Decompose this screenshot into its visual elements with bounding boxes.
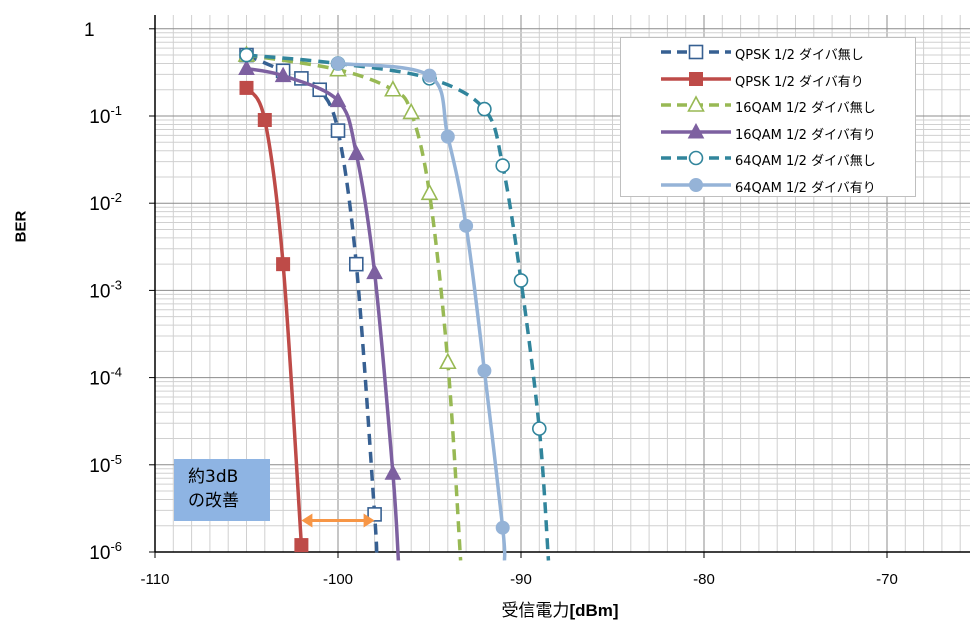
x-tick-label: -90 bbox=[510, 571, 532, 588]
legend-label: QPSK 1/2 ダイバ有り bbox=[735, 74, 864, 90]
data-point bbox=[276, 257, 291, 272]
data-point bbox=[495, 158, 511, 173]
x-tick-label: -110 bbox=[141, 571, 170, 588]
data-point bbox=[495, 520, 510, 535]
x-tick-label: -100 bbox=[323, 571, 353, 588]
series-line bbox=[244, 86, 304, 546]
series-line bbox=[337, 61, 507, 561]
data-point bbox=[294, 538, 309, 553]
data-point bbox=[347, 144, 365, 161]
legend-item: 16QAM 1/2 ダイバ無し bbox=[621, 95, 917, 116]
data-point bbox=[348, 256, 364, 272]
data-point bbox=[422, 68, 437, 83]
legend-marker bbox=[688, 150, 704, 166]
legend-swatch bbox=[661, 122, 731, 138]
data-point bbox=[402, 102, 421, 120]
legend-item: 16QAM 1/2 ダイバ有り bbox=[621, 122, 917, 143]
improvement-annotation: 約3dB の改善 bbox=[174, 459, 270, 521]
legend: QPSK 1/2 ダイバ無し QPSK 1/2 ダイバ有り 16QAM 1/2 ダイ… bbox=[620, 37, 916, 197]
y-tick-label: 10-6 bbox=[89, 539, 122, 564]
legend-swatch bbox=[661, 71, 731, 86]
legend-item: QPSK 1/2 ダイバ無し bbox=[621, 42, 917, 63]
legend-label: 64QAM 1/2 ダイバ有り bbox=[735, 180, 876, 196]
y-tick-label: 10-5 bbox=[89, 452, 122, 477]
data-point bbox=[239, 47, 254, 63]
legend-item: 64QAM 1/2 ダイバ有り bbox=[621, 175, 917, 196]
legend-label: 16QAM 1/2 ダイバ有り bbox=[735, 127, 876, 143]
arrow-head-right bbox=[363, 513, 375, 528]
axes bbox=[154, 15, 970, 553]
legend-marker bbox=[689, 71, 703, 86]
x-tick-labels: -110 -100 -90 -80 -70 bbox=[141, 552, 898, 588]
y-tick-label: 10-2 bbox=[89, 190, 122, 215]
legend-swatch bbox=[661, 44, 731, 60]
data-point bbox=[331, 56, 345, 71]
y-tick-label: 1 bbox=[84, 20, 95, 41]
legend-marker bbox=[689, 177, 703, 192]
data-point bbox=[459, 218, 474, 233]
x-tick-label: -70 bbox=[876, 571, 898, 588]
legend-item: QPSK 1/2 ダイバ有り bbox=[621, 69, 917, 90]
annotation-line-1: 約3dB bbox=[188, 467, 239, 487]
series-2 bbox=[239, 80, 309, 553]
improvement-arrow bbox=[301, 513, 375, 528]
series-6 bbox=[331, 56, 510, 561]
legend-swatch bbox=[661, 177, 731, 192]
series-lines bbox=[237, 45, 551, 561]
x-axis-label: 受信電力[dBm] bbox=[440, 596, 680, 621]
arrow-head-left bbox=[301, 513, 313, 528]
legend-item: 64QAM 1/2 ダイバ無し bbox=[621, 148, 917, 169]
data-point bbox=[384, 80, 402, 97]
data-point bbox=[531, 421, 547, 436]
data-point bbox=[513, 273, 529, 288]
y-tick-label: 10-1 bbox=[89, 103, 122, 128]
series-4 bbox=[238, 59, 402, 561]
legend-marker bbox=[687, 122, 705, 138]
data-point bbox=[238, 59, 255, 76]
data-point bbox=[367, 507, 382, 522]
x-tick-label: -80 bbox=[693, 571, 715, 588]
legend-swatch bbox=[661, 150, 731, 166]
y-axis-label: BER bbox=[12, 210, 30, 243]
data-point bbox=[477, 101, 492, 117]
legend-label: 16QAM 1/2 ダイバ無し bbox=[735, 101, 876, 116]
legend-swatch bbox=[661, 95, 731, 112]
y-tick-label: 10-3 bbox=[89, 277, 122, 302]
y-tick-labels: 1 10-1 10-2 10-3 10-4 10-5 10-6 bbox=[84, 20, 155, 564]
data-point bbox=[274, 66, 292, 83]
data-point bbox=[366, 263, 383, 280]
y-tick-label: 10-4 bbox=[89, 365, 122, 390]
legend-label: 64QAM 1/2 ダイバ無し bbox=[735, 154, 876, 169]
data-point bbox=[329, 91, 347, 108]
annotation-line-2: の改善 bbox=[188, 491, 239, 511]
legend-marker bbox=[688, 44, 704, 60]
data-point bbox=[420, 183, 439, 201]
x-axis-label-main: 受信電力 bbox=[501, 601, 570, 621]
data-point bbox=[477, 363, 492, 378]
data-point bbox=[438, 352, 457, 370]
legend-label: QPSK 1/2 ダイバ無し bbox=[735, 48, 864, 63]
data-point bbox=[440, 129, 455, 144]
data-point bbox=[384, 464, 402, 480]
data-point bbox=[257, 112, 272, 127]
data-point bbox=[239, 80, 254, 95]
data-point bbox=[330, 123, 346, 138]
x-axis-label-unit: [dBm] bbox=[569, 601, 619, 620]
legend-marker bbox=[687, 95, 705, 112]
